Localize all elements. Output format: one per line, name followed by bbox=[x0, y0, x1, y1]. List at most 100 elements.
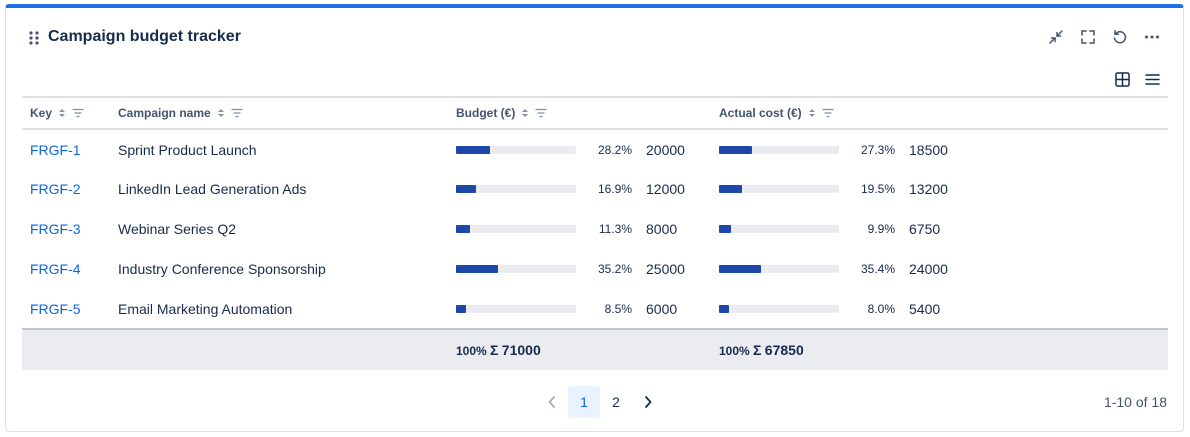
sort-icon[interactable] bbox=[521, 108, 529, 118]
actual-value: 5400 bbox=[909, 300, 941, 317]
actual-percent: 35.4% bbox=[860, 262, 895, 276]
actual-bar-fill bbox=[719, 145, 752, 154]
budget-bar bbox=[456, 265, 576, 273]
actual-value: 6750 bbox=[909, 221, 941, 237]
budget-bar bbox=[456, 304, 576, 313]
budget-percent: 11.3% bbox=[598, 222, 632, 236]
campaign-name: Industry Conference Sponsorship bbox=[118, 261, 326, 277]
filter-icon[interactable] bbox=[72, 108, 84, 118]
budget-bar-fill bbox=[456, 265, 499, 273]
campaign-name: LinkedIn Lead Generation Ads bbox=[118, 181, 307, 197]
issue-key-link[interactable]: FRGF-3 bbox=[30, 221, 81, 237]
sigma-icon: Σ bbox=[490, 342, 499, 358]
actual-bar-fill bbox=[719, 265, 762, 273]
totals-row: 100% Σ 71000 100% Σ 67850 bbox=[22, 328, 1168, 370]
table-row: FRGF-3 Webinar Series Q2 11.3% 8000 9.9% 6… bbox=[22, 209, 1168, 249]
budget-percent: 35.2% bbox=[597, 262, 632, 276]
totals-empty-cell bbox=[110, 328, 448, 370]
page-button-2[interactable]: 2 bbox=[612, 394, 620, 410]
table-row: FRGF-1 Sprint Product Launch 28.2% 20000 … bbox=[22, 129, 1168, 169]
budget-bar bbox=[456, 225, 576, 233]
table-row: FRGF-2 LinkedIn Lead Generation Ads 16.9… bbox=[22, 169, 1168, 209]
sort-icon[interactable] bbox=[58, 108, 66, 118]
budget-value: 8000 bbox=[646, 221, 678, 237]
budget-bar-fill bbox=[456, 304, 467, 313]
actual-value: 18500 bbox=[909, 141, 948, 158]
budget-total-percent: 100% bbox=[456, 344, 487, 358]
issue-key-link[interactable]: FRGF-4 bbox=[30, 261, 81, 277]
campaign-name: Webinar Series Q2 bbox=[118, 221, 237, 237]
budget-total-cell: 100% Σ 71000 bbox=[448, 328, 711, 370]
widget-header: Campaign budget tracker bbox=[6, 8, 1183, 68]
header-actions bbox=[1047, 28, 1161, 46]
actual-value: 24000 bbox=[909, 261, 948, 277]
previous-page-button[interactable] bbox=[536, 386, 568, 418]
actual-bar bbox=[719, 265, 839, 273]
sort-icon[interactable] bbox=[217, 108, 225, 118]
drag-handle-icon[interactable] bbox=[28, 30, 40, 46]
grid-view-icon[interactable] bbox=[1113, 70, 1131, 88]
totals-empty-cell bbox=[22, 328, 110, 370]
column-header-key[interactable]: Key bbox=[22, 96, 110, 130]
actual-bar bbox=[719, 145, 839, 154]
budget-bar bbox=[456, 185, 576, 193]
budget-value: 6000 bbox=[646, 300, 678, 317]
budget-bar-fill bbox=[456, 225, 470, 233]
more-icon[interactable] bbox=[1143, 28, 1161, 46]
campaign-name: Sprint Product Launch bbox=[118, 141, 257, 158]
filter-icon[interactable] bbox=[231, 108, 243, 118]
pagination: 1 2 bbox=[536, 386, 664, 418]
budget-bar-fill bbox=[456, 145, 490, 154]
column-header-name[interactable]: Campaign name bbox=[110, 96, 448, 130]
budget-percent: 16.9% bbox=[597, 182, 632, 196]
actual-bar bbox=[719, 304, 839, 313]
budget-widget: Campaign budget tracker bbox=[5, 4, 1184, 432]
column-key-label: Key bbox=[30, 106, 53, 120]
budget-value: 20000 bbox=[646, 141, 685, 158]
actual-percent: 19.5% bbox=[860, 182, 895, 196]
actual-bar-fill bbox=[719, 304, 729, 313]
actual-bar bbox=[719, 225, 839, 233]
sigma-icon: Σ bbox=[753, 342, 762, 358]
budget-total-sum: 71000 bbox=[501, 342, 541, 358]
filter-icon[interactable] bbox=[822, 108, 834, 118]
list-view-icon[interactable] bbox=[1143, 70, 1161, 88]
issue-key-link[interactable]: FRGF-5 bbox=[30, 300, 81, 317]
expand-icon[interactable] bbox=[1079, 28, 1097, 46]
actual-value: 13200 bbox=[909, 181, 948, 197]
actual-total-sum: 67850 bbox=[764, 342, 804, 358]
refresh-icon[interactable] bbox=[1111, 28, 1129, 46]
sort-icon[interactable] bbox=[808, 108, 816, 118]
actual-percent: 9.9% bbox=[867, 222, 895, 236]
budget-percent: 8.5% bbox=[604, 301, 632, 316]
actual-total-cell: 100% Σ 67850 bbox=[711, 328, 1168, 370]
budget-value: 25000 bbox=[646, 261, 685, 277]
column-name-label: Campaign name bbox=[118, 106, 211, 120]
column-actual-label: Actual cost (€) bbox=[719, 106, 802, 120]
budget-percent: 28.2% bbox=[597, 142, 632, 157]
filter-icon[interactable] bbox=[535, 108, 547, 118]
campaign-name: Email Marketing Automation bbox=[118, 300, 293, 317]
page-button-1[interactable]: 1 bbox=[568, 386, 600, 418]
budget-bar bbox=[456, 145, 576, 154]
actual-bar bbox=[719, 185, 839, 193]
budget-bar-fill bbox=[456, 185, 477, 193]
table-header-row: Key Campaign name Budget (€) bbox=[22, 96, 1168, 130]
next-page-button[interactable] bbox=[632, 386, 664, 418]
actual-bar-fill bbox=[719, 225, 731, 233]
issue-key-link[interactable]: FRGF-2 bbox=[30, 181, 81, 197]
results-range: 1-10 of 18 bbox=[1103, 394, 1167, 410]
table-row: FRGF-4 Industry Conference Sponsorship 3… bbox=[22, 249, 1168, 289]
actual-total-percent: 100% bbox=[719, 344, 750, 358]
actual-bar-fill bbox=[719, 185, 743, 193]
column-header-actual[interactable]: Actual cost (€) bbox=[711, 96, 1168, 130]
collapse-icon[interactable] bbox=[1047, 28, 1065, 46]
actual-percent: 27.3% bbox=[860, 142, 895, 157]
view-toggles bbox=[1113, 70, 1161, 88]
table-row: FRGF-5 Email Marketing Automation 8.5% 60… bbox=[22, 289, 1168, 329]
issue-key-link[interactable]: FRGF-1 bbox=[30, 141, 81, 158]
actual-percent: 8.0% bbox=[867, 301, 895, 316]
column-header-budget[interactable]: Budget (€) bbox=[448, 96, 711, 130]
campaign-table: Key Campaign name Budget (€) bbox=[22, 96, 1168, 370]
column-budget-label: Budget (€) bbox=[456, 106, 516, 120]
